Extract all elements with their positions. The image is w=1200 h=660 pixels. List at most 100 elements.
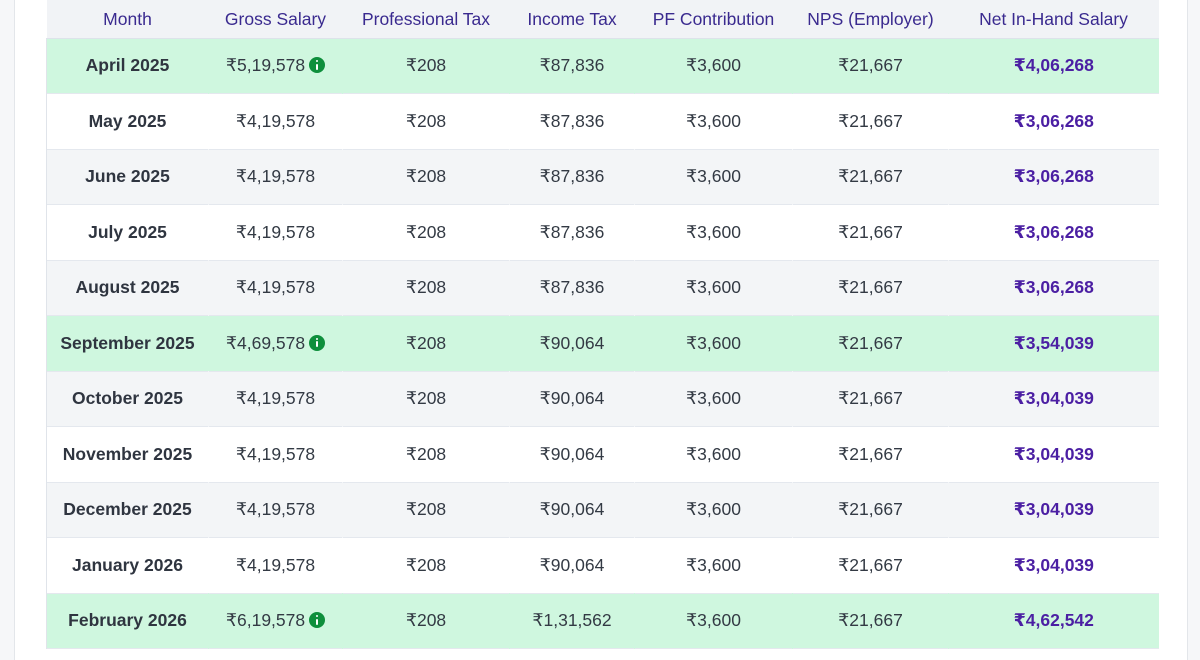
professional-tax-cell: ₹208 xyxy=(405,554,447,575)
professional-tax-cell: ₹208 xyxy=(405,55,447,76)
table-row: February 2026 ₹6,19,578 ₹208 ₹1,31,562 ₹… xyxy=(46,593,1159,649)
month-cell: July 2025 xyxy=(46,204,209,260)
net-in-hand-cell: ₹3,06,268 xyxy=(1013,110,1094,131)
table-row: September 2025 ₹4,69,578 ₹208 ₹90,064 ₹3… xyxy=(46,315,1159,372)
gross-salary-cell: ₹4,19,578 xyxy=(235,166,316,187)
professional-tax-cell: ₹208 xyxy=(405,443,447,464)
header-net-in-hand-salary[interactable]: Net In-Hand Salary xyxy=(948,0,1159,39)
table-row: November 2025 ₹4,19,578 ₹208 ₹90,064 ₹3,… xyxy=(46,426,1159,482)
nps-employer-cell: ₹21,667 xyxy=(838,610,903,631)
pf-contribution-cell: ₹3,600 xyxy=(686,221,741,242)
income-tax-cell: ₹90,064 xyxy=(539,499,605,520)
gross-salary-cell: ₹4,69,578 xyxy=(209,316,343,372)
salary-breakdown-table: Month Gross Salary Professional Tax Inco… xyxy=(46,0,1159,649)
income-tax-cell: ₹90,064 xyxy=(539,332,605,353)
professional-tax-cell: ₹208 xyxy=(405,388,447,409)
gross-salary-value: ₹6,19,578 xyxy=(225,610,306,631)
table-row: October 2025 ₹4,19,578 ₹208 ₹90,064 ₹3,6… xyxy=(46,371,1159,427)
net-in-hand-cell: ₹4,62,542 xyxy=(1013,610,1094,631)
header-pf-contribution[interactable]: PF Contribution xyxy=(634,0,793,39)
gross-salary-cell: ₹4,19,578 xyxy=(235,277,316,298)
gross-salary-cell: ₹5,19,578 xyxy=(209,38,343,94)
professional-tax-cell: ₹208 xyxy=(405,332,447,353)
net-in-hand-cell: ₹3,04,039 xyxy=(1013,499,1094,520)
pf-contribution-cell: ₹3,600 xyxy=(686,388,741,409)
info-icon[interactable] xyxy=(309,57,326,74)
month-cell: February 2026 xyxy=(46,593,209,649)
table-row: June 2025 ₹4,19,578 ₹208 ₹87,836 ₹3,600 … xyxy=(46,149,1159,205)
net-in-hand-cell: ₹3,04,039 xyxy=(1013,554,1094,575)
income-tax-cell: ₹90,064 xyxy=(539,388,605,409)
table-row: December 2025 ₹4,19,578 ₹208 ₹90,064 ₹3,… xyxy=(46,482,1159,538)
professional-tax-cell: ₹208 xyxy=(405,610,447,631)
pf-contribution-cell: ₹3,600 xyxy=(686,332,741,353)
month-cell: December 2025 xyxy=(46,482,209,538)
pf-contribution-cell: ₹3,600 xyxy=(686,499,741,520)
header-gross-salary[interactable]: Gross Salary xyxy=(208,0,343,39)
net-in-hand-cell: ₹3,06,268 xyxy=(1013,277,1094,298)
table-row: January 2026 ₹4,19,578 ₹208 ₹90,064 ₹3,6… xyxy=(46,537,1159,593)
pf-contribution-cell: ₹3,600 xyxy=(686,110,741,131)
month-cell: September 2025 xyxy=(46,315,209,371)
net-in-hand-cell: ₹3,06,268 xyxy=(1013,221,1094,242)
net-in-hand-cell: ₹3,04,039 xyxy=(1013,388,1094,409)
table-row: July 2025 ₹4,19,578 ₹208 ₹87,836 ₹3,600 … xyxy=(46,204,1159,260)
month-cell: November 2025 xyxy=(46,426,209,482)
pf-contribution-cell: ₹3,600 xyxy=(686,610,741,631)
month-cell: June 2025 xyxy=(46,149,209,205)
pf-contribution-cell: ₹3,600 xyxy=(686,55,741,76)
professional-tax-cell: ₹208 xyxy=(405,277,447,298)
income-tax-cell: ₹90,064 xyxy=(539,554,605,575)
nps-employer-cell: ₹21,667 xyxy=(838,443,903,464)
nps-employer-cell: ₹21,667 xyxy=(838,166,903,187)
header-income-tax[interactable]: Income Tax xyxy=(509,0,635,39)
income-tax-cell: ₹87,836 xyxy=(539,221,605,242)
gross-salary-cell: ₹4,19,578 xyxy=(235,110,316,131)
header-professional-tax[interactable]: Professional Tax xyxy=(342,0,510,39)
gross-salary-value: ₹5,19,578 xyxy=(225,55,306,76)
income-tax-cell: ₹1,31,562 xyxy=(532,610,612,631)
gross-salary-cell: ₹4,19,578 xyxy=(235,499,316,520)
professional-tax-cell: ₹208 xyxy=(405,166,447,187)
table-header-row: Month Gross Salary Professional Tax Inco… xyxy=(46,0,1159,39)
month-cell: August 2025 xyxy=(46,260,209,316)
salary-card: Month Gross Salary Professional Tax Inco… xyxy=(14,0,1188,660)
nps-employer-cell: ₹21,667 xyxy=(838,388,903,409)
nps-employer-cell: ₹21,667 xyxy=(838,332,903,353)
net-in-hand-cell: ₹3,06,268 xyxy=(1013,166,1094,187)
nps-employer-cell: ₹21,667 xyxy=(838,55,903,76)
salary-table-wrapper: Month Gross Salary Professional Tax Inco… xyxy=(46,0,1159,649)
table-row: May 2025 ₹4,19,578 ₹208 ₹87,836 ₹3,600 ₹… xyxy=(46,93,1159,149)
pf-contribution-cell: ₹3,600 xyxy=(686,554,741,575)
gross-salary-cell: ₹4,19,578 xyxy=(235,443,316,464)
income-tax-cell: ₹90,064 xyxy=(539,443,605,464)
month-cell: May 2025 xyxy=(46,93,209,149)
gross-salary-cell: ₹4,19,578 xyxy=(235,388,316,409)
gross-salary-cell: ₹6,19,578 xyxy=(209,593,343,649)
month-cell: January 2026 xyxy=(46,537,209,593)
professional-tax-cell: ₹208 xyxy=(405,221,447,242)
month-cell: April 2025 xyxy=(46,38,209,94)
nps-employer-cell: ₹21,667 xyxy=(838,110,903,131)
income-tax-cell: ₹87,836 xyxy=(539,110,605,131)
header-month[interactable]: Month xyxy=(46,0,209,39)
gross-salary-cell: ₹4,19,578 xyxy=(235,554,316,575)
professional-tax-cell: ₹208 xyxy=(405,499,447,520)
nps-employer-cell: ₹21,667 xyxy=(838,221,903,242)
nps-employer-cell: ₹21,667 xyxy=(838,499,903,520)
income-tax-cell: ₹87,836 xyxy=(539,55,605,76)
pf-contribution-cell: ₹3,600 xyxy=(686,277,741,298)
month-cell: October 2025 xyxy=(46,371,209,427)
info-icon[interactable] xyxy=(309,334,326,351)
header-nps-employer[interactable]: NPS (Employer) xyxy=(792,0,949,39)
gross-salary-value: ₹4,69,578 xyxy=(225,332,306,353)
net-in-hand-cell: ₹4,06,268 xyxy=(1013,55,1094,76)
income-tax-cell: ₹87,836 xyxy=(539,277,605,298)
net-in-hand-cell: ₹3,54,039 xyxy=(1013,332,1094,353)
pf-contribution-cell: ₹3,600 xyxy=(686,166,741,187)
table-row: April 2025 ₹5,19,578 ₹208 ₹87,836 ₹3,600… xyxy=(46,38,1159,94)
professional-tax-cell: ₹208 xyxy=(405,110,447,131)
nps-employer-cell: ₹21,667 xyxy=(838,277,903,298)
info-icon[interactable] xyxy=(309,612,326,629)
table-row: August 2025 ₹4,19,578 ₹208 ₹87,836 ₹3,60… xyxy=(46,260,1159,316)
